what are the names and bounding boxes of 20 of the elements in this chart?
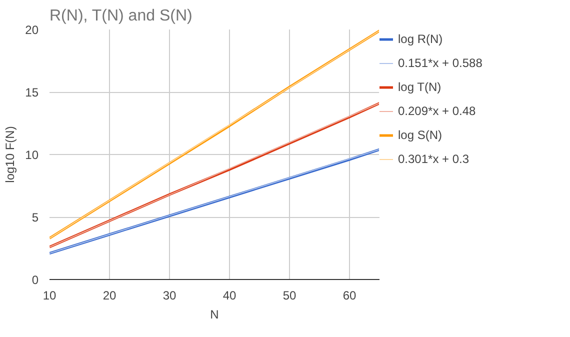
x-axis-title: N [210, 308, 219, 322]
legend-label: 0.209*x + 0.48 [398, 104, 476, 118]
y-tick-label: 20 [25, 23, 39, 37]
legend-label: log R(N) [398, 32, 443, 46]
legend-label: 0.151*x + 0.588 [398, 56, 482, 70]
x-tick-label: 40 [222, 288, 236, 302]
chart-title: R(N), T(N) and S(N) [50, 8, 192, 24]
y-tick-label: 10 [25, 148, 39, 162]
x-tick-label: 30 [162, 288, 176, 302]
legend-label: 0.301*x + 0.3 [398, 152, 470, 166]
y-tick-label: 5 [32, 210, 39, 224]
x-tick-label: 10 [42, 288, 56, 302]
legend-label: log S(N) [398, 128, 442, 142]
y-tick-label: 0 [32, 273, 39, 287]
x-tick-label: 20 [102, 288, 116, 302]
x-tick-label: 50 [282, 288, 296, 302]
x-tick-label: 60 [342, 288, 356, 302]
y-tick-label: 15 [25, 86, 39, 100]
legend-label: log T(N) [398, 80, 442, 94]
y-axis-title: log10 F(N) [3, 126, 18, 183]
